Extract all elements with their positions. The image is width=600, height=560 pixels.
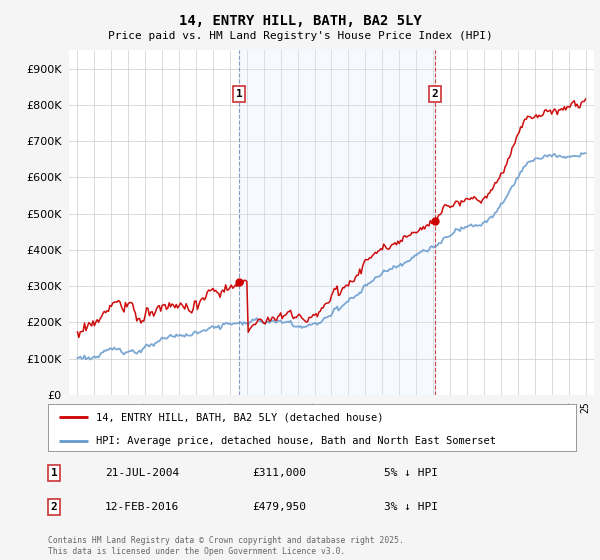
Text: 1: 1 [50, 468, 58, 478]
Text: 2: 2 [432, 89, 439, 99]
Text: 12-FEB-2016: 12-FEB-2016 [105, 502, 179, 512]
Text: 2: 2 [50, 502, 58, 512]
Text: £479,950: £479,950 [252, 502, 306, 512]
Text: 1: 1 [236, 89, 242, 99]
Text: 14, ENTRY HILL, BATH, BA2 5LY: 14, ENTRY HILL, BATH, BA2 5LY [179, 14, 421, 28]
Text: HPI: Average price, detached house, Bath and North East Somerset: HPI: Average price, detached house, Bath… [95, 436, 496, 446]
Text: Contains HM Land Registry data © Crown copyright and database right 2025.
This d: Contains HM Land Registry data © Crown c… [48, 536, 404, 556]
Text: 3% ↓ HPI: 3% ↓ HPI [384, 502, 438, 512]
Text: £311,000: £311,000 [252, 468, 306, 478]
Text: 5% ↓ HPI: 5% ↓ HPI [384, 468, 438, 478]
Bar [239, 50, 435, 395]
Text: Price paid vs. HM Land Registry's House Price Index (HPI): Price paid vs. HM Land Registry's House … [107, 31, 493, 41]
Text: 21-JUL-2004: 21-JUL-2004 [105, 468, 179, 478]
Text: 14, ENTRY HILL, BATH, BA2 5LY (detached house): 14, ENTRY HILL, BATH, BA2 5LY (detached … [95, 412, 383, 422]
